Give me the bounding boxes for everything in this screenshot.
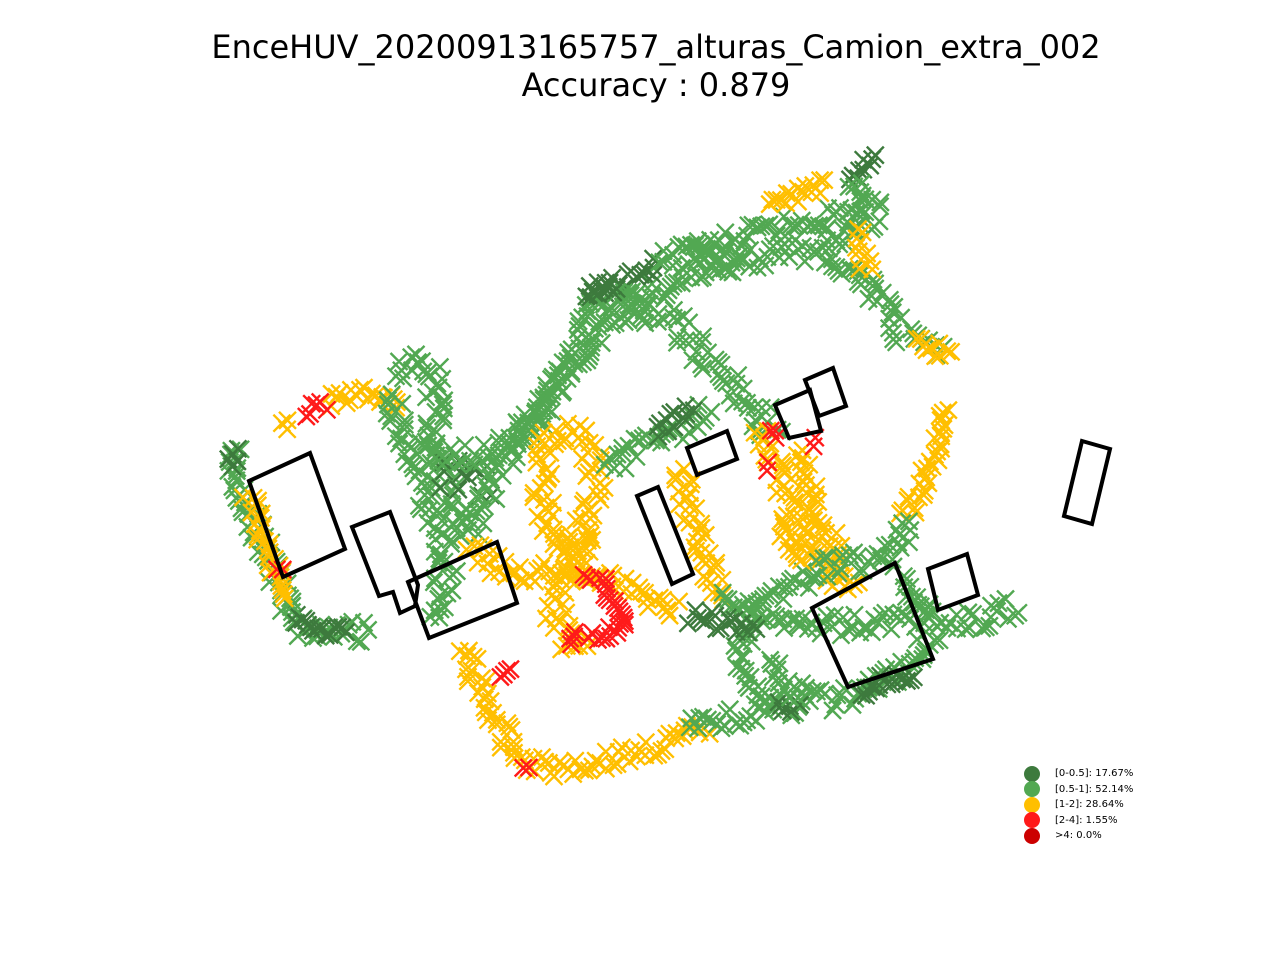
track-marker (725, 511, 1028, 725)
track-marker (760, 650, 816, 708)
track-marker (678, 600, 766, 642)
building-outline (1061, 438, 1113, 527)
track-segment (513, 758, 539, 778)
track-segment (894, 566, 942, 633)
track-marker (218, 439, 248, 476)
map-title: EnceHUV_20200913165757_alturas_Camion_ex… (211, 28, 1101, 66)
track-segment (218, 439, 248, 476)
track-marker (560, 622, 585, 654)
track-segment (846, 219, 882, 279)
track-marker (761, 421, 785, 448)
legend-marker-icon (1024, 781, 1040, 798)
track-marker (713, 583, 936, 645)
track-marker (846, 219, 882, 279)
track-segment (757, 452, 778, 480)
track-marker (296, 392, 337, 426)
track-marker (286, 605, 356, 645)
building-outline (925, 551, 981, 613)
track-segment (648, 396, 704, 447)
map-subtitle: Accuracy : 0.879 (521, 66, 791, 104)
track-marker (524, 428, 602, 573)
track-marker (267, 560, 293, 579)
title-block: EnceHUV_20200913165757_alturas_Camion_ex… (0, 28, 1280, 104)
legend-marker-icon (1024, 765, 1040, 782)
track-marker (450, 641, 720, 786)
legend-marker-icon (1024, 796, 1040, 813)
track-marker (804, 428, 825, 456)
track-marker (272, 410, 297, 439)
track-marker (757, 452, 778, 480)
track-marker (580, 276, 626, 304)
track-marker (654, 249, 751, 308)
track-segment (491, 659, 520, 687)
track-marker (513, 758, 539, 778)
legend-marker-icon (1024, 827, 1040, 844)
track-marker (894, 566, 942, 633)
track-segment (654, 249, 751, 308)
track-segment (787, 441, 851, 573)
track-marker (787, 441, 851, 573)
track-segment (580, 276, 626, 304)
legend-label: [1-2]: 28.64% (1055, 799, 1124, 811)
track-segment (377, 385, 467, 628)
track-segment (817, 173, 890, 258)
track-segment (267, 560, 293, 579)
legend-item: [1-2]: 28.64% (1024, 796, 1133, 813)
track-segment (560, 622, 585, 654)
track-segment (771, 509, 811, 570)
building-outline (802, 365, 849, 419)
legend-label: >4: 0.0% (1055, 830, 1102, 842)
legend-label: [0-0.5]: 17.67% (1055, 768, 1134, 780)
track-marker (760, 170, 834, 214)
track-marker (890, 400, 958, 523)
track-segment (713, 583, 936, 645)
building-outline (809, 560, 936, 690)
legend-item: [0.5-1]: 52.14% (1024, 781, 1134, 798)
track-segment (453, 274, 662, 544)
track-marker (771, 509, 811, 570)
track-segment (760, 650, 816, 708)
track-segment (760, 170, 834, 214)
building-outline (684, 428, 740, 478)
track-segment (296, 392, 337, 426)
track-marker (574, 565, 635, 650)
track-marker (907, 329, 961, 366)
track-marker (817, 173, 890, 258)
track-segment (286, 605, 356, 645)
building-outline (246, 450, 348, 580)
track-segment (761, 421, 785, 448)
track-segment (665, 459, 733, 610)
track-segment (524, 428, 602, 573)
track-marker (665, 459, 733, 610)
building-layer (246, 365, 1113, 690)
track-segment (725, 511, 1028, 725)
legend-item: >4: 0.0% (1024, 827, 1133, 844)
building-outline (349, 509, 421, 616)
track-segment (590, 282, 792, 445)
track-segment (890, 400, 958, 523)
track-marker (491, 659, 520, 687)
track-segment (272, 410, 297, 439)
track-segment (678, 600, 766, 642)
track-marker (648, 396, 704, 447)
legend-item: [0-0.5]: 17.67% (1024, 765, 1134, 782)
track-layer (218, 145, 1028, 786)
legend-label: [2-4]: 1.55% (1055, 814, 1118, 826)
track-segment (907, 329, 961, 366)
building-outline (634, 484, 696, 587)
building-outline (405, 539, 520, 641)
track-marker (377, 385, 467, 628)
track-marker (590, 282, 792, 445)
track-segment (804, 428, 825, 456)
legend: [0-0.5]: 17.67% [0.5-1]: 52.14% [1-2]: 28.… (1024, 765, 1134, 844)
legend-marker-icon (1024, 812, 1040, 829)
track-segment (450, 641, 720, 786)
track-segment (574, 565, 635, 650)
track-marker (453, 274, 662, 544)
legend-label: [0.5-1]: 52.14% (1055, 783, 1134, 795)
building-outline (772, 387, 824, 441)
legend-item: [2-4]: 1.55% (1024, 812, 1133, 829)
